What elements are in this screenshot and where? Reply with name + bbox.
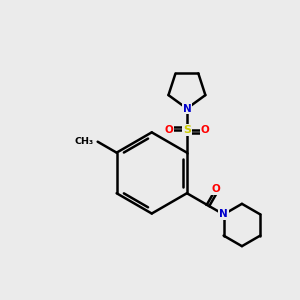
Text: N: N xyxy=(219,209,228,219)
Text: CH₃: CH₃ xyxy=(74,137,93,146)
Text: N: N xyxy=(182,103,191,113)
Text: O: O xyxy=(164,125,173,135)
Text: O: O xyxy=(201,125,210,135)
Text: S: S xyxy=(183,125,191,135)
Text: O: O xyxy=(211,184,220,194)
